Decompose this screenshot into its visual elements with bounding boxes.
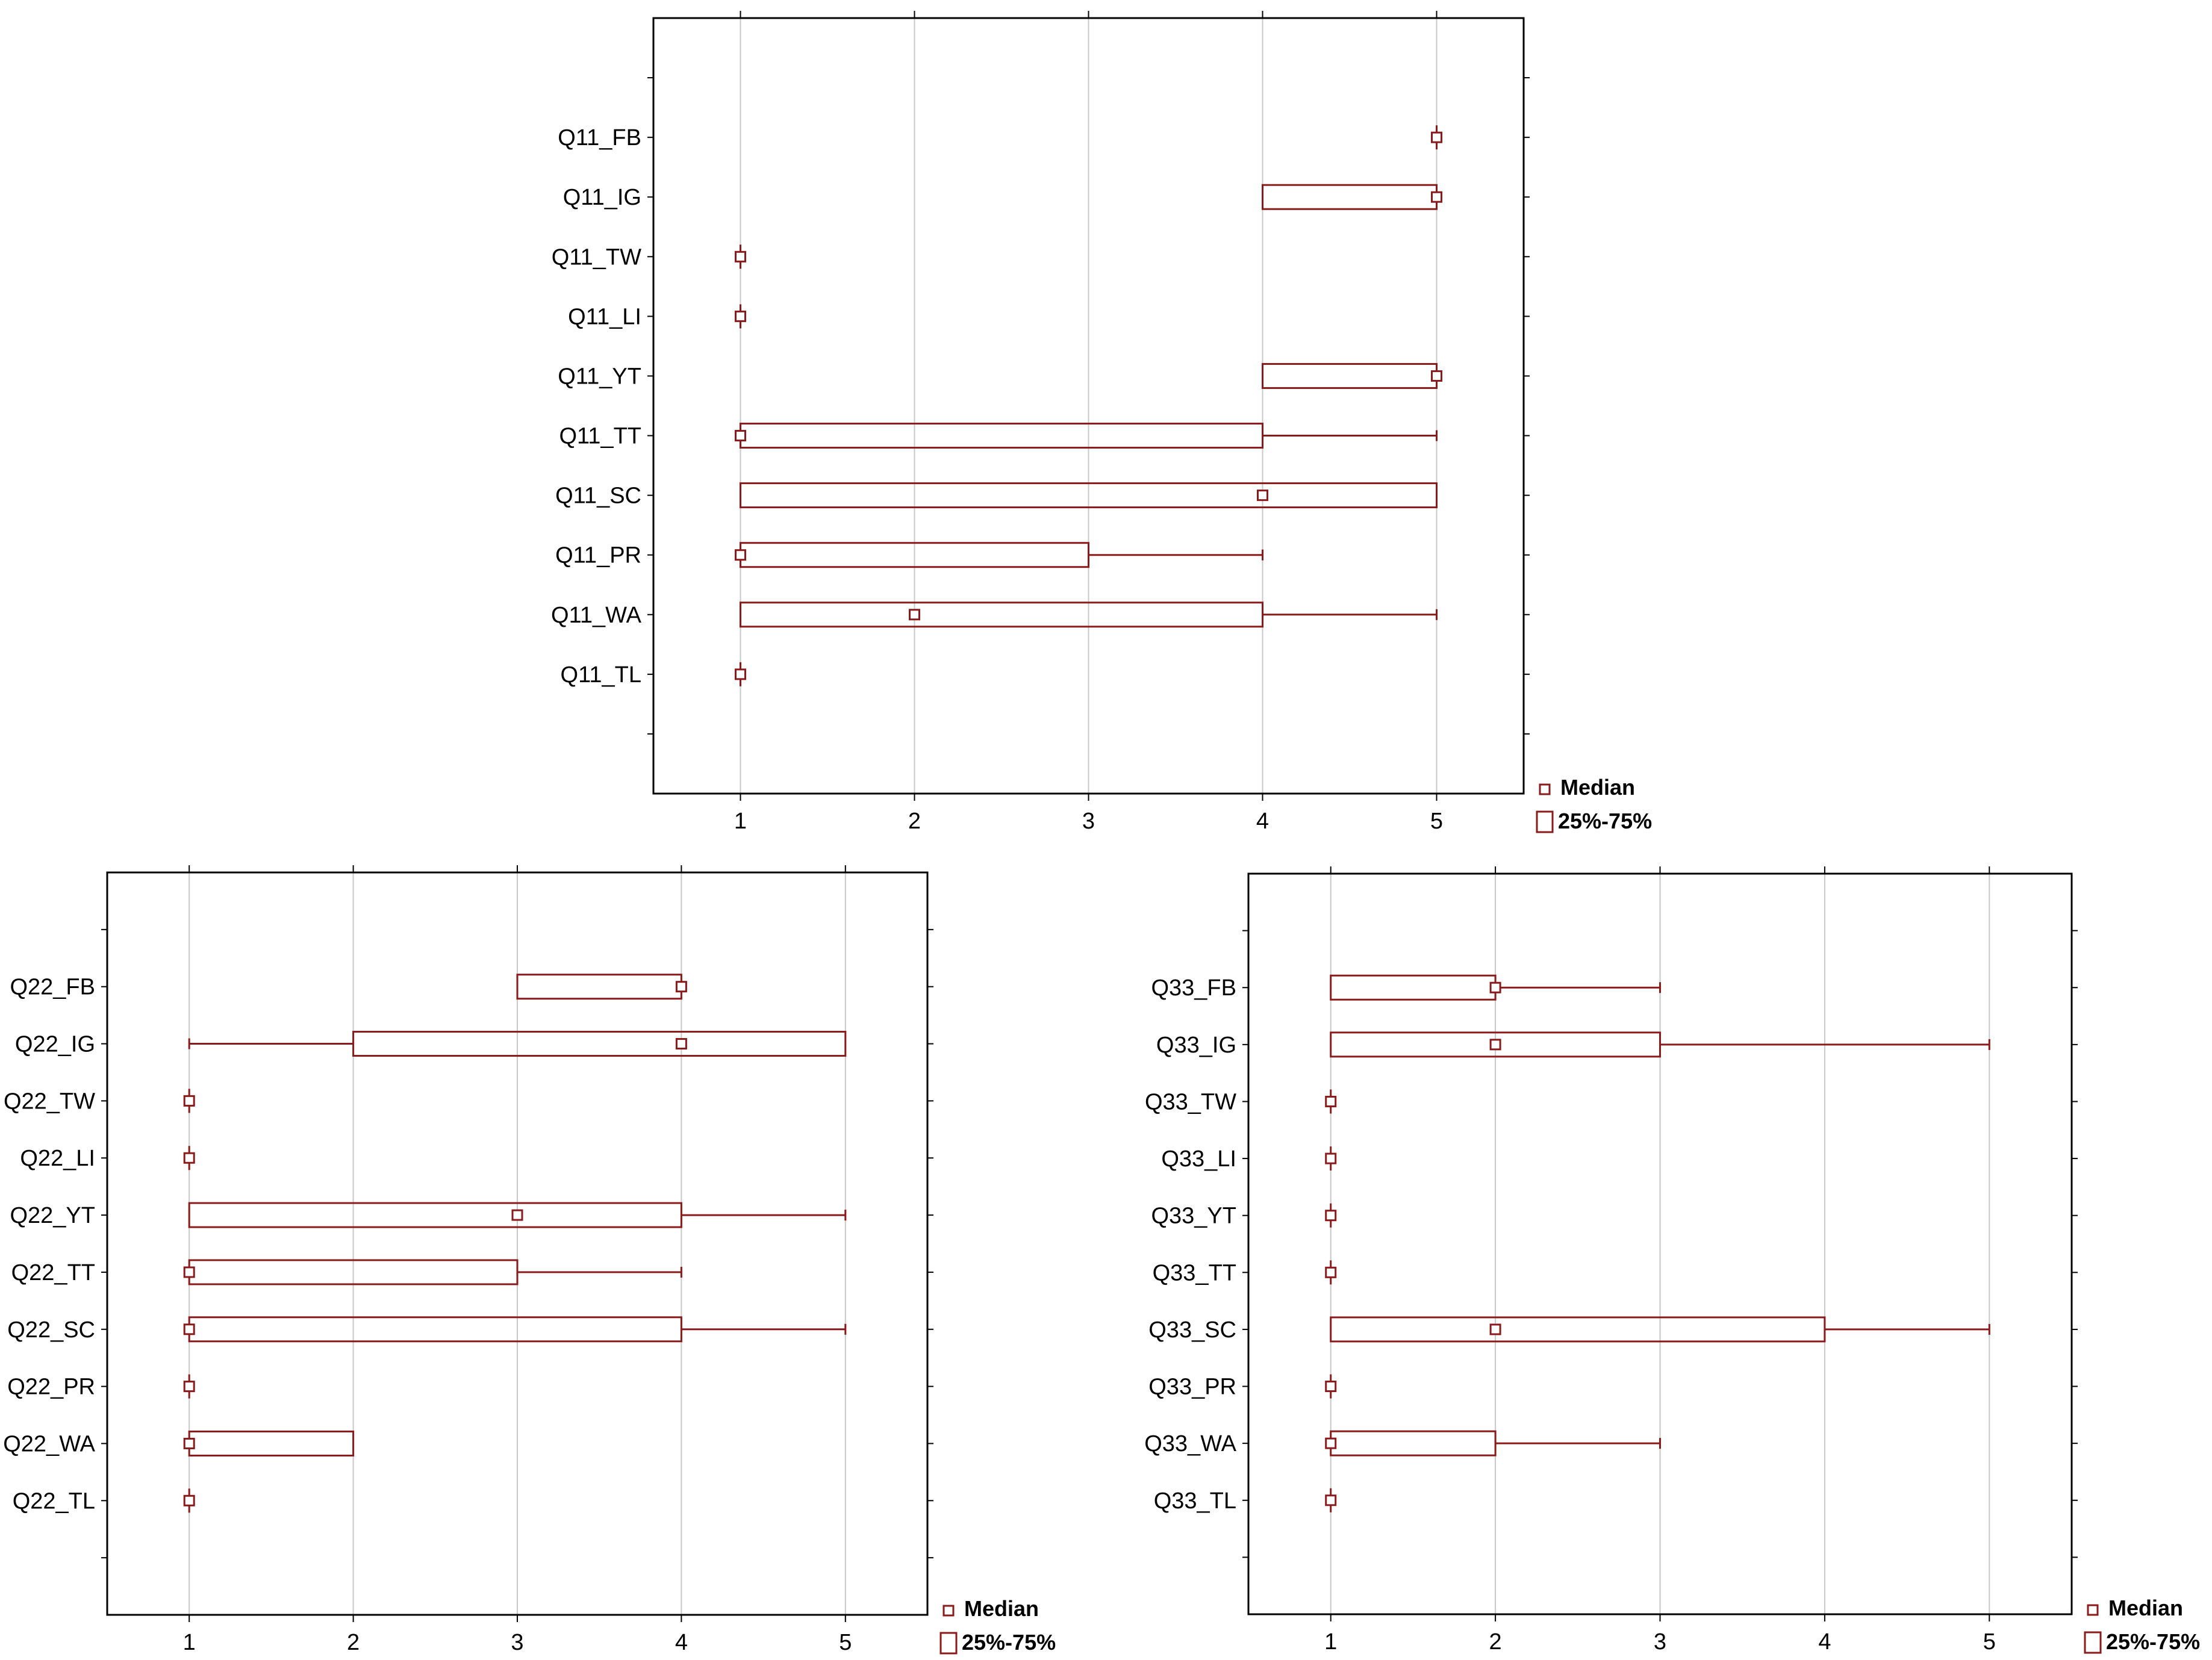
category-label: Q33_SC xyxy=(1148,1317,1236,1343)
median-marker xyxy=(1431,370,1442,382)
median-marker xyxy=(1431,131,1442,143)
category-label: Q22_WA xyxy=(3,1431,95,1456)
median-marker xyxy=(735,668,746,680)
category-label: Q33_YT xyxy=(1151,1204,1236,1229)
category-label: Q11_FB xyxy=(558,125,641,151)
x-tick-label: 3 xyxy=(1082,809,1095,834)
category-label: Q11_TL xyxy=(561,662,641,688)
x-tick-label: 2 xyxy=(347,1630,360,1655)
chart-panel-2: 1 2 3 4 5 Q22_FB Q22_IG Q22_TW Q22_LI Q22_YT Q22_T… xyxy=(3,865,1056,1655)
category-label: Q11_LI xyxy=(568,304,641,329)
x-tick-label: 5 xyxy=(1430,809,1443,834)
median-marker xyxy=(735,549,746,561)
category-label: Q11_TT xyxy=(559,424,641,449)
category-label: Q11_WA xyxy=(551,603,642,628)
median-marker xyxy=(735,250,746,263)
x-tick-label: 2 xyxy=(1489,1629,1502,1655)
box-iqr xyxy=(1330,1316,1826,1343)
legend-box-label: 25%-75% xyxy=(1558,809,1652,833)
legend-median-label: Median xyxy=(1560,775,1635,800)
category-label: Q22_LI xyxy=(20,1146,95,1171)
legend-box-label: 25%-75% xyxy=(962,1630,1056,1655)
category-label: Q22_SC xyxy=(7,1317,95,1343)
median-marker xyxy=(1257,490,1268,502)
median-marker xyxy=(1325,1266,1337,1278)
chart-panel-1: 1 2 3 4 5 Q11_FB Q11_IG Q11_TW Q11_LI Q11_YT Q11_T… xyxy=(551,11,1652,834)
median-marker xyxy=(735,310,746,322)
x-tick-label: 4 xyxy=(675,1630,688,1655)
category-label: Q22_PR xyxy=(7,1375,95,1400)
x-tick-label: 5 xyxy=(839,1630,852,1655)
category-label: Q11_TW xyxy=(552,244,641,270)
median-marker xyxy=(1325,1095,1337,1107)
median-marker xyxy=(909,609,920,621)
median-marker xyxy=(1431,191,1442,203)
legend-median-symbol xyxy=(1539,783,1551,795)
box-iqr xyxy=(740,482,1438,509)
category-label: Q22_TT xyxy=(11,1260,95,1285)
median-marker xyxy=(1325,1152,1337,1164)
category-label: Q33_TW xyxy=(1145,1089,1236,1114)
category-label: Q11_PR xyxy=(555,543,641,568)
category-label: Q33_WA xyxy=(1144,1431,1236,1456)
median-marker xyxy=(675,981,687,993)
median-marker xyxy=(1325,1494,1337,1506)
median-marker xyxy=(183,1437,195,1449)
category-label: Q33_TL xyxy=(1154,1488,1236,1514)
category-label: Q22_YT xyxy=(10,1203,95,1228)
category-label: Q22_TW xyxy=(4,1089,95,1114)
median-marker xyxy=(183,1152,195,1164)
median-marker xyxy=(735,430,746,442)
category-label: Q22_IG xyxy=(15,1032,95,1057)
box-iqr xyxy=(352,1031,847,1057)
legend-median-symbol xyxy=(2087,1604,2099,1616)
legend-median-label: Median xyxy=(964,1596,1039,1621)
median-marker xyxy=(183,1095,195,1107)
category-label: Q33_LI xyxy=(1161,1146,1236,1172)
median-marker xyxy=(1325,1210,1337,1222)
category-label: Q22_FB xyxy=(10,975,95,1000)
chart-panel-3: 1 2 3 4 5 Q33_FB Q33_IG Q33_TW Q33_LI Q33_YT Q33_T… xyxy=(1144,866,2200,1655)
x-tick-label: 1 xyxy=(734,809,747,834)
box-iqr xyxy=(1330,1031,1661,1058)
median-marker xyxy=(1489,981,1501,993)
median-marker xyxy=(511,1209,523,1221)
x-tick-label: 4 xyxy=(1818,1629,1831,1655)
legend-median-label: Median xyxy=(2108,1596,2183,1620)
category-label: Q33_PR xyxy=(1148,1375,1236,1400)
x-tick-label: 2 xyxy=(908,809,921,834)
box-iqr xyxy=(188,1202,682,1228)
x-tick-label: 1 xyxy=(183,1630,196,1655)
category-label: Q33_TT xyxy=(1153,1260,1236,1285)
category-label: Q11_YT xyxy=(558,364,641,389)
x-tick-label: 5 xyxy=(1983,1629,1996,1655)
legend-box-symbol xyxy=(1536,810,1554,833)
legend-box-symbol xyxy=(2084,1631,2102,1654)
category-label: Q22_TL xyxy=(13,1488,95,1514)
legend-median-symbol xyxy=(942,1605,955,1617)
category-label: Q33_FB xyxy=(1151,975,1236,1001)
median-marker xyxy=(1489,1039,1501,1051)
median-marker xyxy=(1489,1323,1501,1335)
category-label: Q11_SC xyxy=(555,483,641,509)
median-marker xyxy=(183,1381,195,1393)
median-marker xyxy=(183,1494,195,1506)
x-tick-label: 3 xyxy=(1654,1629,1666,1655)
x-tick-label: 4 xyxy=(1256,809,1269,834)
median-marker xyxy=(183,1266,195,1278)
median-marker xyxy=(1325,1381,1337,1393)
legend-box-symbol xyxy=(939,1632,958,1655)
x-tick-label: 3 xyxy=(511,1630,523,1655)
median-marker xyxy=(183,1323,195,1335)
category-label: Q11_IG xyxy=(563,185,641,210)
category-label: Q33_IG xyxy=(1156,1033,1236,1058)
box-iqr xyxy=(740,602,1263,628)
legend-box-label: 25%-75% xyxy=(2106,1629,2200,1654)
x-tick-label: 1 xyxy=(1324,1629,1337,1655)
median-marker xyxy=(675,1038,687,1050)
median-marker xyxy=(1325,1437,1337,1449)
